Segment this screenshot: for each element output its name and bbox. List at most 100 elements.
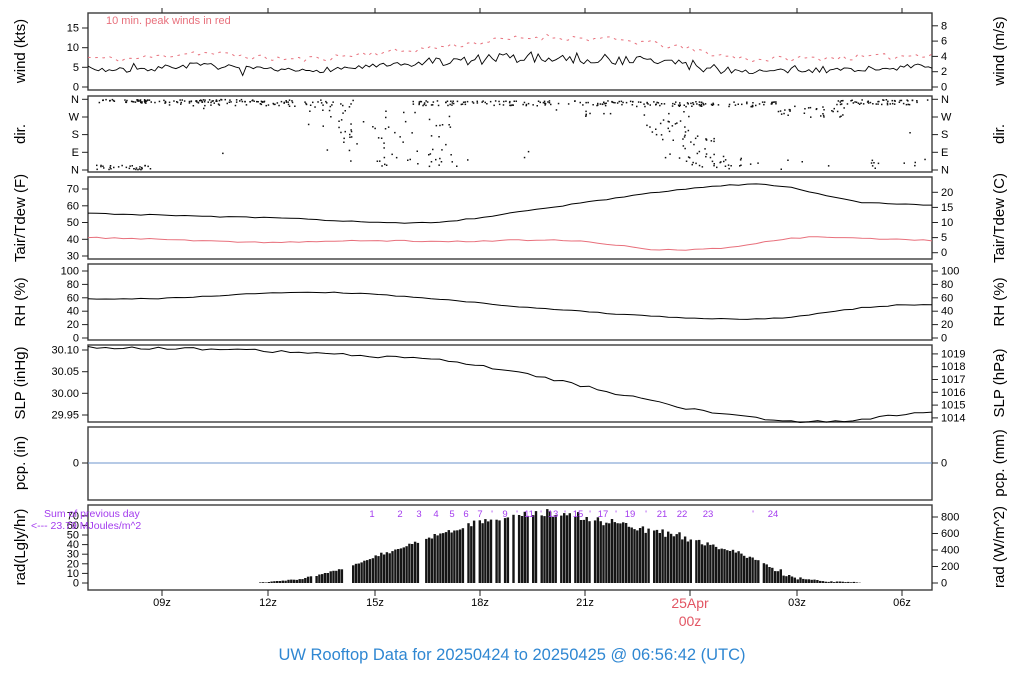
dir-point: [728, 167, 730, 170]
dir-point: [484, 101, 486, 104]
dir-point: [210, 104, 212, 106]
dir-point: [350, 130, 353, 133]
dir-point: [425, 100, 427, 102]
dir-point: [309, 104, 312, 106]
rad-bar: [613, 522, 616, 583]
dir-point: [148, 99, 151, 101]
dir-point: [305, 103, 308, 106]
dir-point: [924, 158, 926, 161]
dir-point: [903, 162, 905, 164]
dir-point: [505, 100, 507, 102]
dir-point: [273, 103, 275, 106]
rad-bar: [273, 581, 276, 583]
dir-point: [822, 113, 824, 115]
dir-point: [331, 104, 333, 106]
dir-point: [381, 165, 383, 167]
dir-point: [840, 103, 843, 105]
dir-point: [688, 115, 690, 118]
dir-point: [385, 116, 387, 119]
dir-point: [322, 125, 324, 127]
dir-point: [147, 99, 149, 101]
rad-bar: [574, 516, 577, 583]
dir-point: [312, 101, 314, 104]
dir-point: [858, 103, 861, 105]
dir-point: [113, 166, 115, 169]
dir-point: [135, 168, 137, 171]
dir-point: [112, 99, 115, 102]
dir-point: [117, 166, 120, 168]
dir-point: [746, 101, 748, 103]
dir-point: [145, 102, 147, 104]
dir-point: [192, 105, 195, 107]
dir-point: [317, 101, 319, 103]
tick-label: 0: [73, 458, 79, 470]
rad-bar: [644, 532, 647, 583]
rad-bar: [768, 567, 771, 583]
dir-point: [343, 141, 345, 143]
dir-point: [133, 168, 135, 170]
rad-bar: [709, 544, 712, 583]
rad-bar: [582, 519, 586, 583]
rad-bar: [408, 543, 411, 583]
dir-point: [683, 136, 686, 138]
dir-point: [870, 162, 873, 164]
dir-point: [350, 136, 353, 138]
dir-point: [597, 102, 599, 105]
dir-point: [784, 109, 786, 111]
dir-point: [481, 101, 483, 103]
rad-bar: [706, 542, 709, 583]
dir-point: [621, 103, 623, 106]
dir-point: [109, 166, 111, 169]
dir-point: [867, 102, 870, 104]
rad-hour-mark: 6: [463, 509, 468, 520]
tick-label: S: [941, 129, 948, 141]
dir-point: [207, 101, 209, 103]
tick-label: 10: [67, 568, 79, 580]
dir-point: [349, 136, 351, 138]
axis-title-slp-left: SLP (inHg): [12, 346, 29, 419]
rad-bar: [411, 544, 414, 583]
dir-point: [599, 103, 602, 105]
dir-point: [668, 112, 670, 115]
dir-point: [322, 109, 324, 111]
dir-point: [399, 136, 401, 138]
rad-bar: [402, 547, 405, 583]
dir-point: [846, 103, 849, 105]
rad-bar: [765, 564, 768, 583]
rad-hour-mark: 7: [477, 509, 482, 520]
rad-bar: [720, 548, 723, 583]
rad-bar: [608, 523, 611, 583]
dir-point: [515, 100, 517, 102]
dir-point: [467, 159, 469, 161]
axis-title-wind-left: wind (kts): [12, 19, 29, 84]
axis-title-pcp-right: pcp. (mm): [991, 429, 1008, 497]
dir-point: [431, 104, 434, 106]
dir-point: [898, 101, 901, 103]
dir-point: [687, 156, 690, 158]
dir-point: [710, 103, 713, 106]
rad-bar: [543, 516, 546, 583]
rad-bar: [388, 553, 391, 583]
rad-bar: [259, 582, 262, 583]
rad-bar: [453, 530, 456, 583]
dir-point: [894, 100, 896, 102]
dir-point: [103, 167, 105, 169]
dir-point: [682, 145, 685, 147]
dir-point: [804, 108, 806, 110]
axis-title-rad-right: rad (W/m^2): [991, 506, 1008, 588]
rad-hour-mark: ': [564, 509, 566, 520]
dir-point: [525, 103, 528, 106]
dir-point: [891, 102, 894, 105]
dir-point: [391, 153, 393, 156]
dir-point: [887, 100, 889, 103]
dir-point: [211, 100, 213, 102]
dir-point: [711, 160, 714, 163]
dir-point: [700, 101, 703, 104]
rad-bar: [669, 533, 673, 583]
dir-point: [449, 103, 451, 106]
dir-point: [649, 104, 651, 106]
dir-point: [637, 101, 640, 103]
dir-point: [252, 99, 254, 101]
dir-point: [224, 98, 226, 101]
